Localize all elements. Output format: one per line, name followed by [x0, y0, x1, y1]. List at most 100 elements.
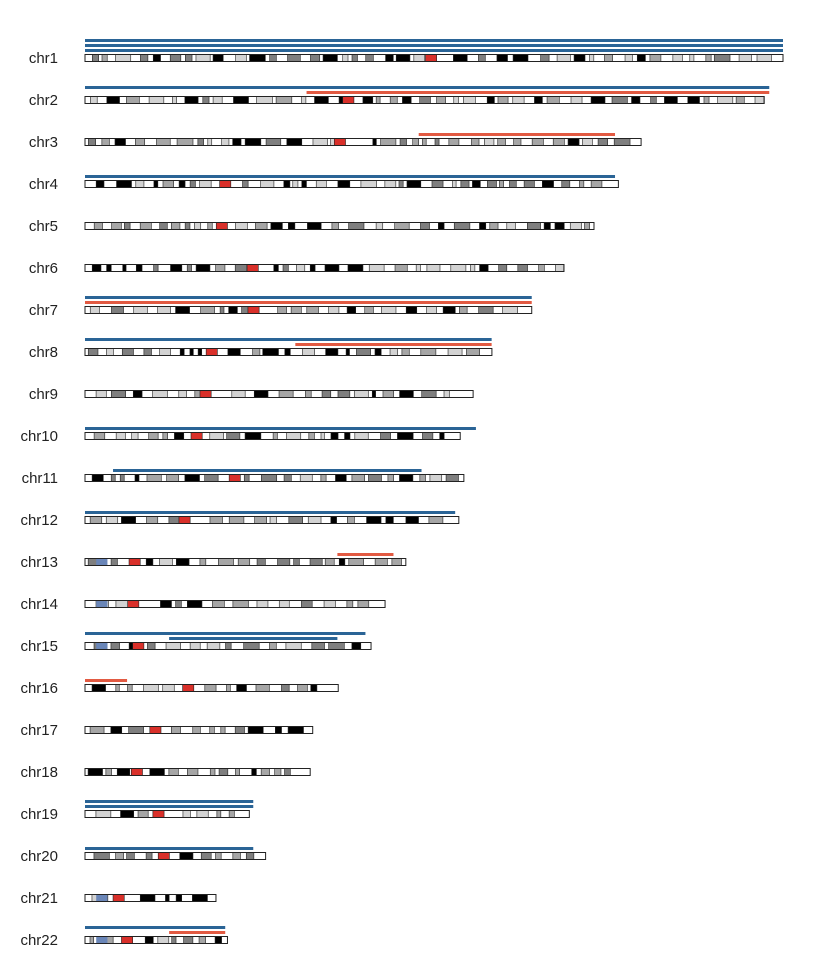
chromosome-label: chr1 [29, 50, 58, 67]
chromosome-band [590, 180, 603, 188]
chromosome-band [489, 222, 499, 230]
chromosome-band [215, 264, 226, 272]
chromosome-band [356, 348, 371, 356]
chromosome-band [175, 306, 190, 314]
chromosome-label: chr7 [29, 302, 58, 319]
chromosome-band [281, 684, 290, 692]
centromere [342, 96, 355, 104]
chromosome-band [95, 390, 107, 398]
chromosome-band [453, 96, 459, 104]
chromosome-band [312, 138, 328, 146]
chromosome-band [348, 222, 365, 230]
stalk-band [96, 894, 108, 902]
chromosome-label: chr15 [20, 638, 58, 655]
chromosome-band [538, 264, 545, 272]
chromosome-band [110, 642, 120, 650]
centromere [130, 768, 143, 776]
chromosome-band [242, 180, 249, 188]
chromosome-band [375, 222, 384, 230]
centromere [190, 432, 203, 440]
chromosome-band [243, 642, 260, 650]
chromosome-band [546, 96, 560, 104]
chromosome-band [309, 264, 316, 272]
chromosome-band [232, 138, 242, 146]
loss-segment [85, 301, 532, 304]
chromosome-band [328, 642, 345, 650]
centromere [128, 558, 141, 566]
chromosome-band [478, 306, 494, 314]
chromosome-band [197, 348, 203, 356]
chromosome-band [249, 54, 266, 62]
chromosome-band [413, 54, 425, 62]
chromosome-band [244, 432, 262, 440]
chromosome-label: chr4 [29, 176, 58, 193]
chromosome-label: chr3 [29, 134, 58, 151]
chromosome-band [277, 306, 287, 314]
chromosome-band [145, 852, 153, 860]
chromosome-band [253, 390, 269, 398]
centromere [149, 726, 162, 734]
loss-segment [418, 133, 616, 136]
chromosome-band [649, 54, 662, 62]
chromosome-band [337, 390, 351, 398]
chromosome-band [168, 768, 179, 776]
loss-segment [85, 679, 128, 682]
chromosome-band [284, 768, 291, 776]
chromosome-band [162, 684, 175, 692]
chromosome-band [256, 558, 266, 566]
chromosome-band [160, 600, 172, 608]
chromosome-band [579, 180, 585, 188]
chromosome-band [302, 348, 315, 356]
chromosome-band [502, 306, 518, 314]
chromosome-band [531, 138, 544, 146]
chromosome-band [192, 726, 201, 734]
chromosome-band [301, 96, 307, 104]
chromosome-band [140, 54, 149, 62]
centromere [199, 390, 212, 398]
chromosome-band [192, 894, 208, 902]
chromosome-band [397, 432, 414, 440]
chromosome-band [735, 96, 745, 104]
chromosome-band [189, 642, 201, 650]
chromosome-band [270, 222, 283, 230]
chromosome-band [672, 54, 683, 62]
chromosome-band [144, 936, 154, 944]
chromosome-band [273, 264, 279, 272]
chromosome-band [146, 474, 162, 482]
chromosome-band [348, 558, 364, 566]
chromosome-label: chr9 [29, 386, 58, 403]
chromosome-band [175, 558, 190, 566]
chromosome-band [134, 474, 140, 482]
chromosome-band [459, 306, 468, 314]
gain-segment [113, 469, 422, 472]
chromosome-band [185, 54, 193, 62]
chromosome-band [311, 642, 325, 650]
chromosome-band [182, 810, 191, 818]
chromosome-band [354, 432, 369, 440]
chromosome-band [147, 642, 156, 650]
chromosome-band [114, 138, 126, 146]
chromosome-band [738, 54, 752, 62]
chromosome-band [128, 726, 144, 734]
chromosome-band [344, 432, 351, 440]
chromosome-band [314, 96, 329, 104]
chromosome-band [434, 138, 440, 146]
chromosome-band [399, 138, 407, 146]
chromosome-band [106, 264, 112, 272]
chromosome-band [285, 642, 302, 650]
chromosome-band [272, 432, 278, 440]
chromosome-band [347, 264, 364, 272]
chromosome-band [309, 558, 323, 566]
chromosome-band [513, 138, 522, 146]
chromosome-band [498, 264, 508, 272]
gain-segment [85, 296, 532, 299]
chromosome-band [212, 600, 225, 608]
chromosome-band [132, 390, 143, 398]
chromosome-outline [84, 642, 372, 650]
chromosome-band [527, 222, 541, 230]
chromosome-band [613, 138, 631, 146]
chromosome-band [542, 180, 554, 188]
chromosome-band [636, 54, 646, 62]
chromosome-band [567, 138, 580, 146]
